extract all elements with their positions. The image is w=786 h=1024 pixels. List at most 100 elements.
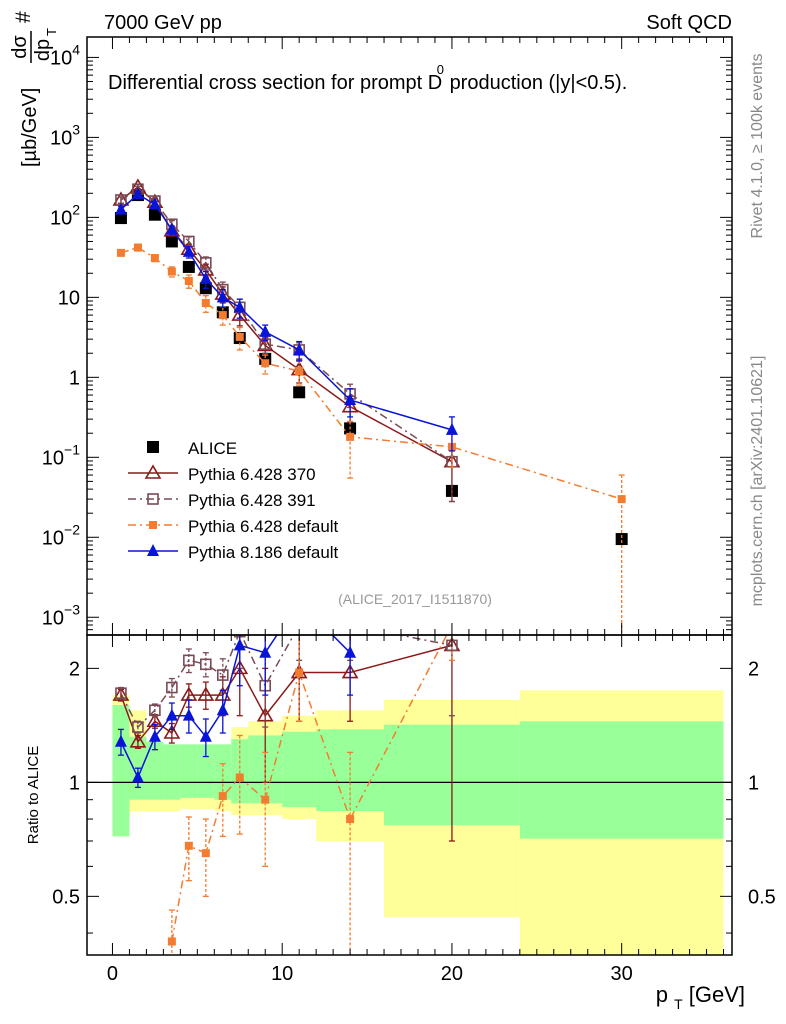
x-tick-label: 0 — [107, 963, 118, 985]
ratio-bands — [87, 690, 732, 955]
legend: ALICE Pythia 6.428 370 Pythia 6.428 391 Pyt… — [128, 439, 339, 562]
main-y-tick-label: 102 — [50, 201, 80, 229]
main-point-pythia-8-186-default — [199, 271, 212, 284]
ratio-point-pythia-6-428-370 — [129, 733, 147, 748]
main-point-pythia-8-186-default — [233, 300, 246, 313]
main-point-pythia-8-186-default — [131, 187, 144, 200]
legend-marker — [147, 493, 159, 505]
main-point-pythia-8-186-default — [445, 422, 458, 435]
main-point-alice — [293, 386, 306, 399]
ylabel-den: dp — [32, 39, 54, 61]
ratio-point-pythia-6-428-default — [184, 841, 193, 850]
main-point-pythia-8-186-default — [182, 244, 195, 257]
main-point-pythia-6-428-default — [133, 243, 142, 252]
ratio-point-pythia-6-428-default — [167, 937, 176, 946]
x-axis-label: p T [GeV] — [656, 982, 745, 1014]
main-point-pythia-6-428-default — [116, 248, 125, 257]
legend-entry-pythia-6-428-default: Pythia 6.428 default — [128, 517, 339, 536]
main-point-pythia-6-428-default — [201, 298, 210, 307]
ratio-point-pythia-6-428-391 — [166, 681, 178, 694]
header-right: Soft QCD — [646, 12, 732, 34]
main-point-alice — [182, 260, 195, 273]
ylabel-den-sub: T — [44, 28, 59, 36]
ratio-point-pythia-8-186-default — [165, 708, 178, 721]
legend-label: Pythia 6.428 370 — [188, 465, 316, 484]
ratio-point-pythia-6-428-370 — [163, 724, 181, 739]
main-series-pythia-6-428-default — [116, 243, 626, 635]
rivet-label: Rivet 4.1.0, ≥ 100k events — [749, 54, 766, 239]
ratio-y-tick-label-left: 2 — [69, 658, 80, 680]
main-point-pythia-6-428-default — [184, 277, 193, 286]
ratio-point-pythia-8-186-default — [148, 729, 161, 742]
main-point-pythia-6-428-default — [617, 495, 626, 504]
ylabel-prefix: # — [12, 11, 35, 23]
ratio-point-pythia-6-428-391 — [216, 669, 229, 681]
xlabel-main: p — [656, 982, 668, 1007]
main-point-pythia-6-428-default — [346, 432, 355, 441]
ratio-point-pythia-6-428-391 — [183, 654, 195, 667]
main-y-tick-label: 10−1 — [42, 441, 80, 469]
x-tick-label: 30 — [611, 963, 633, 985]
ratio-point-pythia-6-428-370 — [197, 686, 215, 701]
ratio-point-pythia-6-428-391 — [132, 721, 144, 733]
main-point-alice — [114, 212, 127, 225]
main-point-pythia-8-186-default — [216, 290, 229, 303]
main-point-pythia-6-428-default — [261, 359, 270, 368]
ratio-inner-band — [282, 731, 317, 808]
ratio-inner-band — [180, 744, 198, 798]
ratio-series — [112, 595, 461, 955]
legend-marker — [147, 441, 159, 453]
main-series-pythia-6-428-370 — [112, 178, 461, 503]
ratio-inner-band — [112, 705, 130, 837]
main-series-pythia-8-186-default — [114, 187, 458, 452]
main-point-pythia-8-186-default — [114, 202, 127, 215]
main-point-pythia-6-428-370 — [256, 336, 274, 352]
main-y-tick-label: 10 — [58, 287, 80, 309]
main-series — [112, 178, 628, 635]
ratio-point-pythia-6-428-default — [295, 668, 304, 677]
main-point-alice — [615, 533, 628, 546]
main-point-pythia-6-428-default — [235, 332, 244, 341]
title-suffix: production (|y|<0.5). — [450, 72, 628, 94]
legend-entry-pythia-8-186-default: Pythia 8.186 default — [128, 543, 339, 562]
ratio-frame — [86, 634, 733, 956]
ratio-point-pythia-8-186-default — [114, 734, 127, 747]
legend-marker — [147, 544, 159, 556]
header-left: 7000 GeV pp — [104, 12, 222, 34]
xlabel-sub: T — [674, 996, 683, 1012]
ratio-point-pythia-8-186-default — [233, 638, 246, 651]
legend-entry-alice: ALICE — [147, 439, 237, 458]
main-point-alice — [148, 208, 161, 221]
main-point-pythia-6-428-default — [218, 311, 227, 320]
legend-label: Pythia 6.428 default — [188, 517, 339, 536]
main-y-tick-label: 104 — [50, 41, 80, 69]
main-point-pythia-6-428-default — [295, 366, 304, 375]
ratio-point-pythia-6-428-default — [235, 773, 244, 782]
main-y-tick-label: 10−2 — [42, 521, 80, 549]
legend-entry-pythia-6-428-370: Pythia 6.428 370 — [128, 464, 316, 484]
ratio-point-pythia-6-428-default — [218, 792, 227, 801]
ratio-point-pythia-6-428-default — [261, 795, 270, 804]
ratio-point-pythia-6-428-391 — [294, 620, 304, 630]
x-tick-label: 10 — [271, 963, 293, 985]
ratio-inner-band — [197, 744, 215, 798]
ratio-y-label: Ratio to ALICE — [25, 746, 42, 844]
ratio-point-pythia-8-186-default — [293, 595, 305, 607]
ylabel-num: dσ — [9, 35, 31, 59]
ratio-point-pythia-6-428-391 — [200, 658, 212, 671]
ratio-y-tick-label-left: 0.5 — [52, 886, 80, 908]
main-y-tick-label: 103 — [50, 121, 80, 149]
ratio-y-tick-label-left: 1 — [69, 772, 80, 794]
main-point-pythia-6-428-default — [167, 267, 176, 276]
xlabel-unit: [GeV] — [689, 982, 745, 1007]
ratio-y-tick-label-right: 2 — [748, 658, 759, 680]
plot-title: Differential cross section for prompt D … — [108, 62, 628, 94]
ratio-inner-band — [146, 741, 164, 800]
ratio-point-pythia-6-428-391 — [115, 687, 127, 699]
ratio-point-pythia-6-428-391 — [149, 704, 161, 717]
ratio-inner-band — [519, 721, 724, 839]
analysis-reference: (ALICE_2017_I1511870) — [338, 591, 492, 607]
main-line-pythia-8-186-default — [120, 193, 453, 431]
ratio-point-pythia-8-186-default — [216, 703, 229, 716]
